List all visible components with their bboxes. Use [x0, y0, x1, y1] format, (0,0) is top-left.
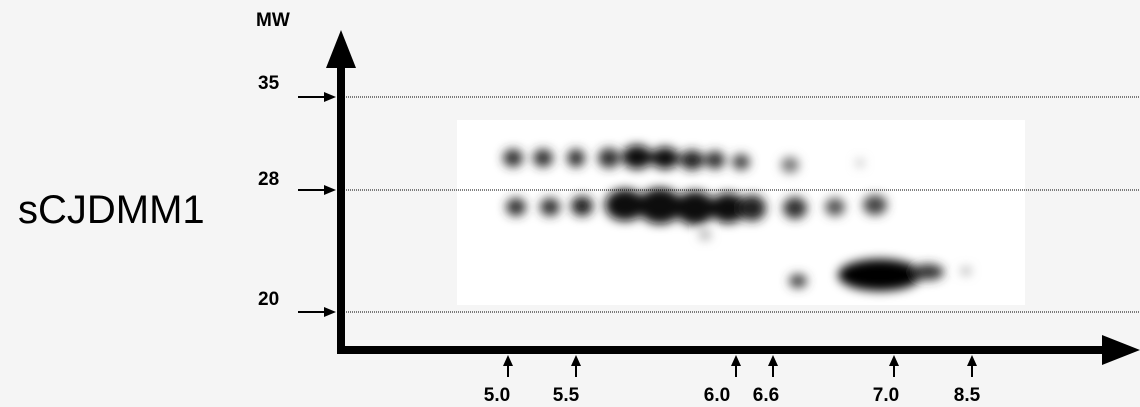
sample-label: sCJDMM1	[18, 188, 205, 232]
pi-marker: 5.5	[553, 385, 580, 406]
pi-marker: 6.6	[753, 385, 779, 406]
y-axis-label: MW	[256, 10, 290, 31]
y-marker-arrows	[298, 92, 336, 317]
guide-lines	[340, 96, 1140, 313]
x-marker-labels: 5.0 5.5 6.0 6.6 7.0 8.5	[484, 385, 981, 406]
pi-marker: 5.0	[484, 385, 510, 406]
mw-marker: 20	[258, 289, 279, 310]
pi-marker: 8.5	[954, 385, 981, 406]
axes	[326, 30, 1140, 365]
x-marker-arrows	[503, 355, 977, 377]
mw-marker: 35	[258, 73, 280, 94]
pi-marker: 6.0	[704, 385, 730, 406]
gel-spots	[503, 145, 971, 291]
mw-marker: 28	[258, 169, 279, 190]
pi-marker: 7.0	[873, 385, 899, 406]
